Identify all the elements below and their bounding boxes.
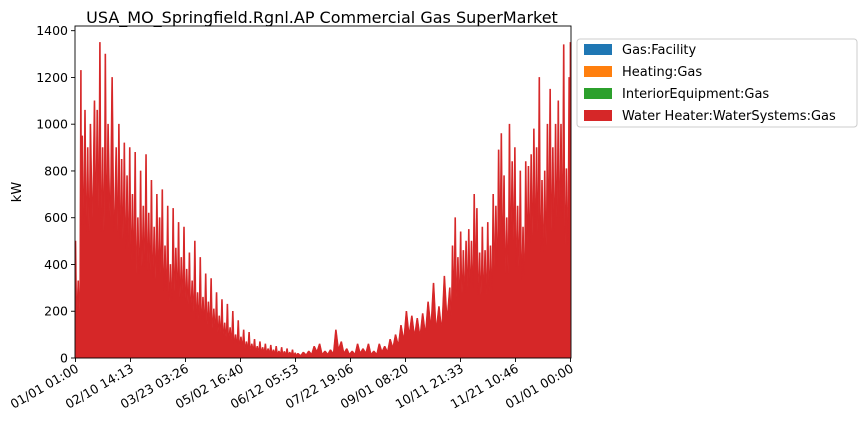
series-layer — [74, 42, 572, 359]
legend-swatch — [584, 66, 612, 77]
legend-label: Heating:Gas — [622, 65, 702, 80]
legend-frame — [576, 38, 858, 128]
legend-label: Water Heater:WaterSystems:Gas — [622, 109, 836, 124]
chart-title: USA_MO_Springfield.Rgnl.AP Commercial Ga… — [86, 8, 558, 28]
y-tick-label: 0 — [60, 351, 68, 366]
y-tick-label: 1000 — [36, 117, 68, 132]
y-axis-title: kW — [10, 182, 25, 203]
y-axis: 0 200 400 600 800 1000 1200 1400 — [36, 23, 75, 366]
y-tick-label: 200 — [44, 304, 68, 319]
legend-swatch — [584, 44, 612, 55]
y-tick-label: 800 — [44, 163, 68, 178]
legend-label: InteriorEquipment:Gas — [622, 87, 769, 102]
y-tick-label: 1400 — [36, 23, 68, 38]
plot-frame — [74, 25, 572, 359]
y-tick-label: 600 — [44, 210, 68, 225]
legend-swatch — [584, 88, 612, 99]
series-area-3 — [74, 42, 572, 359]
legend-swatch — [584, 110, 612, 121]
legend-label: Gas:Facility — [622, 43, 697, 58]
y-tick-label: 400 — [44, 257, 68, 272]
legend: Gas:Facility Heating:Gas InteriorEquipment… — [576, 38, 858, 128]
plot-area — [74, 25, 572, 359]
y-tick-label: 1200 — [36, 70, 68, 85]
legend-items: Gas:Facility Heating:Gas InteriorEquipment… — [584, 43, 836, 124]
